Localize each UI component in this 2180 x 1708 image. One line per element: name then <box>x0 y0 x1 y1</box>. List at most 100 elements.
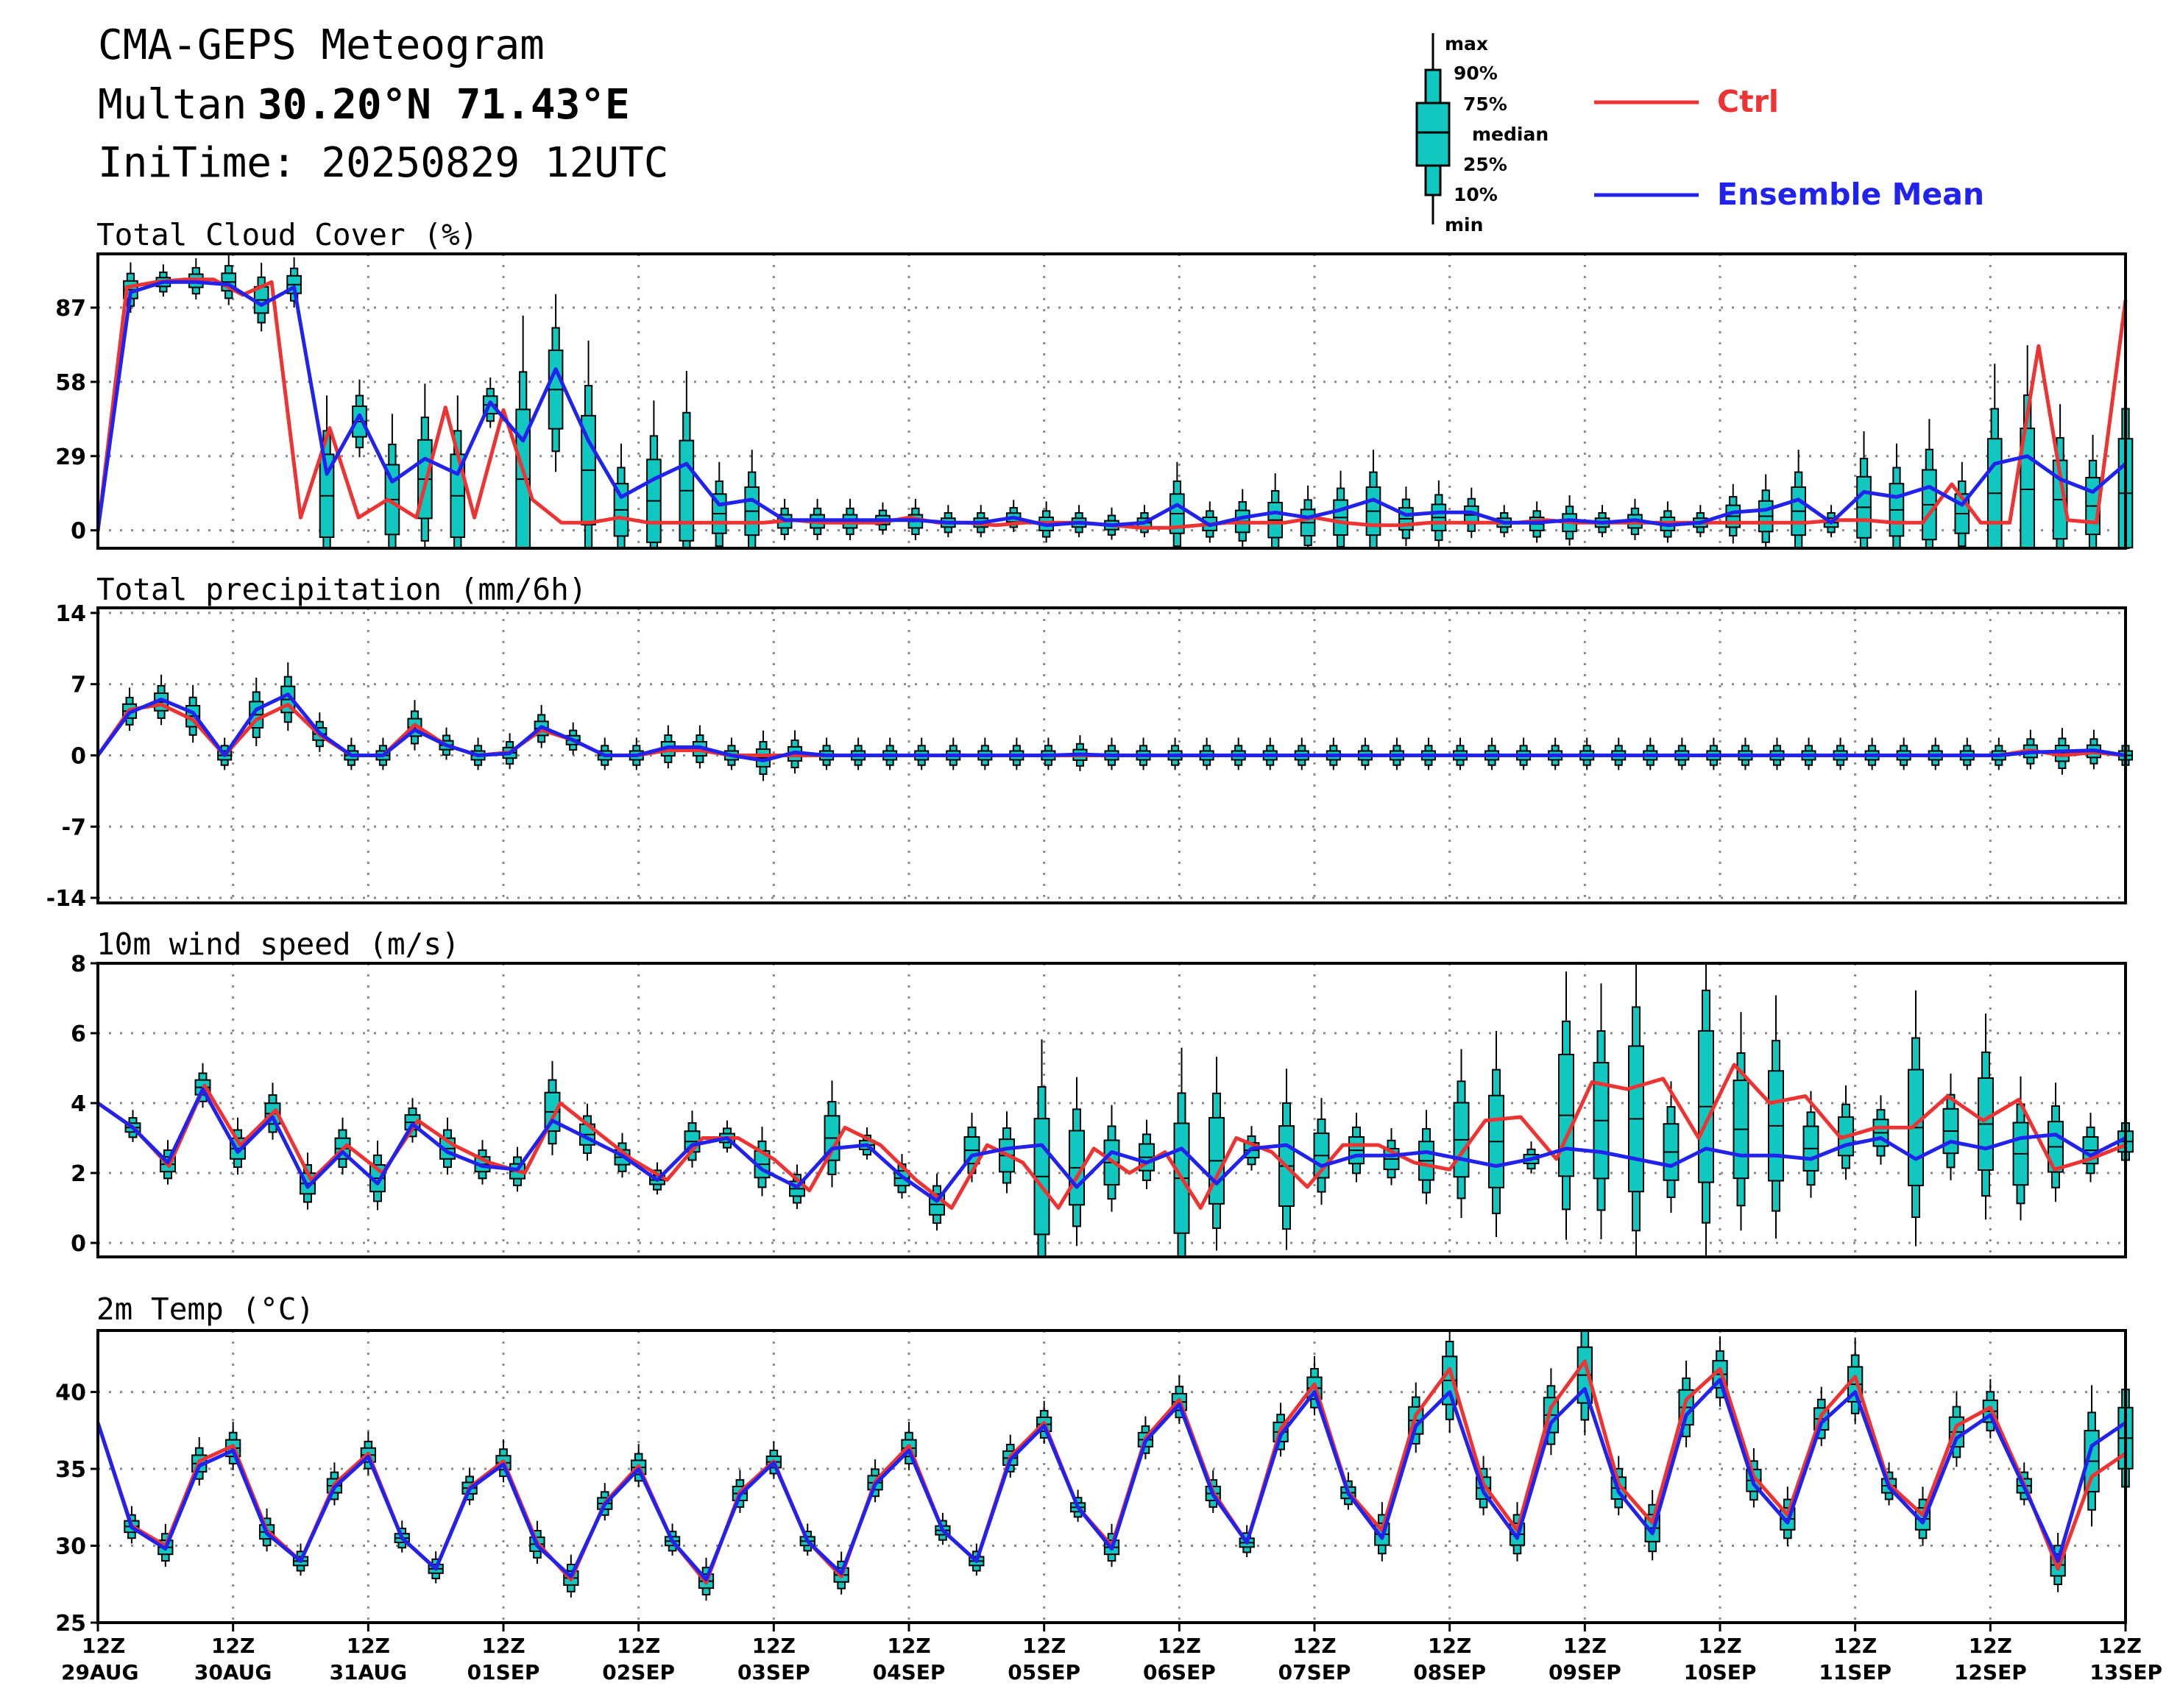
location-coords: 30.20°N 71.43°E <box>258 81 630 129</box>
y-tick-label: 0 <box>71 519 86 545</box>
x-tick-hour: 12Z <box>481 1634 525 1658</box>
box-wind-53 <box>1942 1073 1959 1180</box>
x-tick-hour: 12Z <box>887 1634 930 1658</box>
box-wind-21 <box>824 1080 840 1188</box>
x-tick-date: 09SEP <box>1549 1660 1621 1684</box>
box-wind-38 <box>1418 1110 1434 1205</box>
x-tick-date: 10SEP <box>1684 1660 1757 1684</box>
box-temp-44 <box>1576 1330 1593 1436</box>
x-tick-hour: 12Z <box>1833 1634 1877 1658</box>
y-tick-label: 30 <box>55 1534 86 1560</box>
box-cloud-17 <box>646 400 662 549</box>
box-cloud-7 <box>319 395 335 550</box>
box-cloud-54 <box>1856 431 1872 550</box>
legend-label-p90: 90% <box>1454 63 1498 84</box>
box-temp-59 <box>2084 1385 2100 1527</box>
x-tick-hour: 12Z <box>1969 1634 2012 1658</box>
y-tick-label: 58 <box>55 370 86 396</box>
y-tick-label: 6 <box>71 1021 86 1047</box>
x-tick-date: 05SEP <box>1008 1660 1080 1684</box>
series-line-ctrl <box>96 277 2128 531</box>
legend-label-max: max <box>1445 33 1488 54</box>
x-tick-date: 02SEP <box>602 1660 675 1684</box>
x-tick-hour: 12Z <box>1022 1634 1066 1658</box>
panel-title-cloud: Total Cloud Cover (%) <box>96 217 478 252</box>
y-tick-label: -7 <box>62 815 86 840</box>
box-cloud-14 <box>548 294 564 472</box>
box-wind-51 <box>1872 1095 1889 1165</box>
x-tick-hour: 12Z <box>347 1634 390 1658</box>
x-tick-date: 30AUG <box>194 1660 272 1684</box>
series-line-mean <box>96 1087 2127 1203</box>
x-tick-date: 11SEP <box>1819 1660 1891 1684</box>
box-cloud-56 <box>1922 419 1937 550</box>
box-wind-28 <box>1069 1077 1085 1247</box>
x-tick-date: 03SEP <box>737 1660 810 1684</box>
y-tick-label: 4 <box>71 1091 86 1117</box>
box-cloud-33 <box>1169 461 1185 548</box>
x-tick-date: 04SEP <box>873 1660 946 1684</box>
box-wind-19 <box>754 1127 771 1197</box>
y-tick-label: 25 <box>55 1611 86 1637</box>
y-tick-label: 0 <box>71 1231 86 1257</box>
box-wind-44 <box>1628 963 1644 1257</box>
box-cloud-6 <box>286 257 302 308</box>
y-tick-label: -14 <box>46 886 86 912</box>
init-time: IniTime: 20250829 12UTC <box>98 139 668 187</box>
legend-label-mean: Ensemble Mean <box>1717 177 1984 212</box>
x-tick-hour: 12Z <box>617 1634 660 1658</box>
panel-frame <box>96 252 2127 550</box>
panel-cloud: 0 29 58 87 <box>55 252 2134 550</box>
x-tick-hour: 12Z <box>1428 1634 1471 1658</box>
box-wind-27 <box>1033 1039 1050 1258</box>
panel-title-precip: Total precipitation (mm/6h) <box>96 572 587 607</box>
box-wind-14 <box>579 1103 595 1161</box>
panels: 0 29 58 87 -14 -7 0 7 14 0 2 4 6 8 25 30 35 40 <box>46 252 2134 1637</box>
x-tick-hour: 12Z <box>2098 1634 2142 1658</box>
series-line-mean <box>96 692 2126 762</box>
x-tick-date: 29AUG <box>61 1660 139 1684</box>
y-tick-label: 29 <box>55 444 86 470</box>
series-line-mean <box>96 1378 2127 1581</box>
box-wind-43 <box>1593 983 1610 1240</box>
box-cloud-5 <box>253 263 269 332</box>
box-wind-30 <box>1139 1119 1155 1189</box>
box-wind-50 <box>1838 1085 1854 1180</box>
x-tick-hour: 12Z <box>1698 1634 1741 1658</box>
box-wind-56 <box>2048 1082 2064 1202</box>
x-tick-hour: 12Z <box>1158 1634 1201 1658</box>
location-name: Multan <box>98 81 247 129</box>
x-tick-date: 06SEP <box>1143 1660 1216 1684</box>
box-legend: max 90% 75% median 25% 10% min <box>1415 33 1549 235</box>
box-cloud-18 <box>679 370 695 550</box>
box-wind-55 <box>2012 1076 2029 1221</box>
panel-precip: -14 -7 0 7 14 <box>46 601 2134 912</box>
box-wind-36 <box>1348 1113 1365 1183</box>
x-tick-hour: 12Z <box>82 1634 125 1658</box>
x-tick-hour: 12Z <box>1563 1634 1607 1658</box>
box-cloud-58 <box>1986 364 2003 550</box>
x-tick-hour: 12Z <box>752 1634 796 1658</box>
legend-label-median: median <box>1472 124 1549 145</box>
series-line-ctrl <box>96 1063 2126 1210</box>
panel-frame <box>96 606 2127 904</box>
legend-label-ctrl: Ctrl <box>1717 84 1779 119</box>
y-tick-label: 2 <box>71 1161 86 1187</box>
y-tick-label: 8 <box>71 952 86 977</box>
box-wind-48 <box>1768 995 1784 1239</box>
box-wind-42 <box>1558 971 1574 1240</box>
panel-title-wind: 10m wind speed (m/s) <box>96 926 460 962</box>
legend-label-min: min <box>1445 214 1483 235</box>
panel-frame <box>96 1329 2127 1624</box>
x-tick-date: 01SEP <box>467 1660 540 1684</box>
box-cloud-15 <box>581 340 596 549</box>
x-axis: 12Z29AUG12Z30AUG12Z31AUG12Z01SEP12Z02SEP… <box>61 1623 2162 1684</box>
box-wind-40 <box>1488 1030 1504 1238</box>
x-tick-date: 07SEP <box>1278 1660 1351 1684</box>
y-tick-label: 0 <box>71 744 86 770</box>
panel-wind: 0 2 4 6 8 <box>71 952 2134 1258</box>
x-tick-hour: 12Z <box>1292 1634 1336 1658</box>
chart-title: CMA-GEPS Meteogram <box>98 21 545 69</box>
series-line-mean <box>96 280 2127 531</box>
